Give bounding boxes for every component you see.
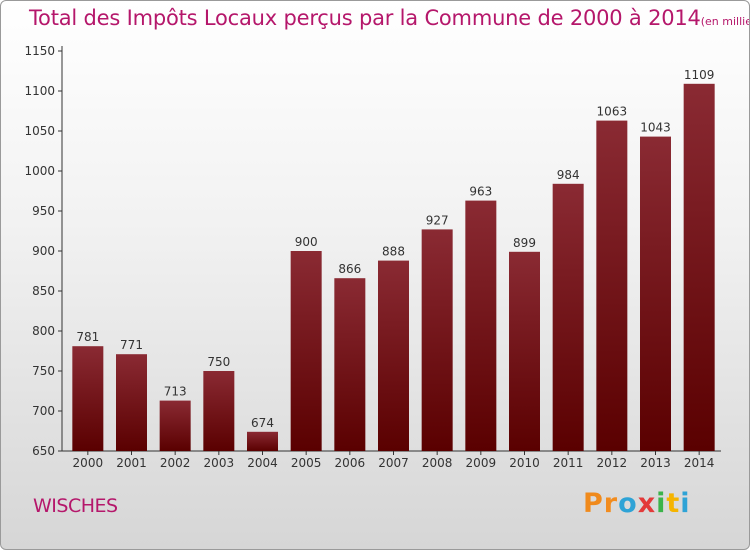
x-axis: 2000 2001 2002 2003 2004 2005 2006 2007 2008 2009… xyxy=(62,450,721,470)
logo-letter: t xyxy=(666,488,681,519)
x-tick-label: 2002 xyxy=(160,456,191,470)
data-labels: 781 771 713 750 674 900 866 888 927 963 899 984 1063… xyxy=(76,68,714,430)
bar-2003[interactable] xyxy=(203,371,235,451)
logo-letter: P xyxy=(583,488,604,519)
y-tick-label: 650 xyxy=(32,444,55,458)
bar-2008[interactable] xyxy=(421,229,453,451)
bar-2001[interactable] xyxy=(116,354,147,451)
logo-letter: r xyxy=(603,488,619,519)
bar-2010[interactable] xyxy=(509,251,540,451)
data-label-2001: 771 xyxy=(120,338,143,352)
data-label-2008: 927 xyxy=(426,213,449,227)
x-tick-label: 2004 xyxy=(247,456,278,470)
y-tick-label: 750 xyxy=(32,364,55,378)
bar-2005[interactable] xyxy=(290,251,322,451)
data-label-2006: 866 xyxy=(338,262,361,276)
y-tick-label: 1050 xyxy=(24,124,55,138)
data-label-2011: 984 xyxy=(557,168,580,182)
proxiti-logo[interactable]: Proxiti xyxy=(583,488,691,519)
y-tick-label: 950 xyxy=(32,204,55,218)
data-label-2003: 750 xyxy=(207,355,230,369)
x-tick-label: 2006 xyxy=(335,456,366,470)
x-tick-label: 2000 xyxy=(73,456,104,470)
data-label-2005: 900 xyxy=(295,235,318,249)
bar-2014[interactable] xyxy=(683,83,715,452)
data-label-2007: 888 xyxy=(382,245,405,259)
x-tick-label: 2013 xyxy=(640,456,671,470)
x-tick-label: 2009 xyxy=(466,456,497,470)
x-tick-label: 2003 xyxy=(204,456,235,470)
x-tick-label: 2008 xyxy=(422,456,453,470)
data-label-2012: 1063 xyxy=(597,105,628,119)
bar-2007[interactable] xyxy=(378,260,409,451)
x-tick-label: 2014 xyxy=(684,456,715,470)
x-tick-label: 2007 xyxy=(378,456,409,470)
logo-letter: o xyxy=(618,488,638,519)
bar-2013[interactable] xyxy=(640,136,671,451)
chart-unit: (en milliers d'€) xyxy=(700,15,749,28)
logo-letter: x xyxy=(637,488,657,519)
y-tick-label: 700 xyxy=(32,404,55,418)
y-tick-label: 1000 xyxy=(24,164,55,178)
bar-2000[interactable] xyxy=(72,346,104,451)
x-tick-label: 2010 xyxy=(509,456,540,470)
logo-letter: i xyxy=(656,488,667,519)
data-label-2014: 1109 xyxy=(684,68,715,82)
logo-letter: i xyxy=(680,488,691,519)
data-label-2009: 963 xyxy=(469,185,492,199)
y-tick-label: 1100 xyxy=(24,84,55,98)
y-tick-label: 1150 xyxy=(24,44,55,58)
bar-2002[interactable] xyxy=(159,400,191,451)
data-label-2002: 713 xyxy=(164,385,187,399)
y-tick-label: 800 xyxy=(32,324,55,338)
y-tick-label: 850 xyxy=(32,284,55,298)
data-label-2004: 674 xyxy=(251,416,274,430)
x-tick-label: 2012 xyxy=(597,456,628,470)
data-label-2013: 1043 xyxy=(640,121,671,135)
bar-2011[interactable] xyxy=(552,183,584,452)
x-tick-label: 2005 xyxy=(291,456,322,470)
commune-name: WISCHES xyxy=(33,495,118,517)
bars xyxy=(72,83,715,452)
x-tick-label: 2001 xyxy=(116,456,147,470)
bar-2004[interactable] xyxy=(247,431,278,451)
bar-2006[interactable] xyxy=(334,278,366,451)
chart-title: Total des Impôts Locaux perçus par la Co… xyxy=(29,6,749,30)
bar-2012[interactable] xyxy=(596,120,628,451)
y-axis: 650 700 750 800 850 900 950 1000 1050 1100 1150 xyxy=(24,44,63,458)
data-label-2010: 899 xyxy=(513,236,536,250)
data-label-2000: 781 xyxy=(76,330,99,344)
chart-title-text: Total des Impôts Locaux perçus par la Co… xyxy=(29,6,701,30)
y-tick-label: 900 xyxy=(32,244,55,258)
bar-2009[interactable] xyxy=(465,200,497,451)
x-tick-label: 2011 xyxy=(553,456,584,470)
